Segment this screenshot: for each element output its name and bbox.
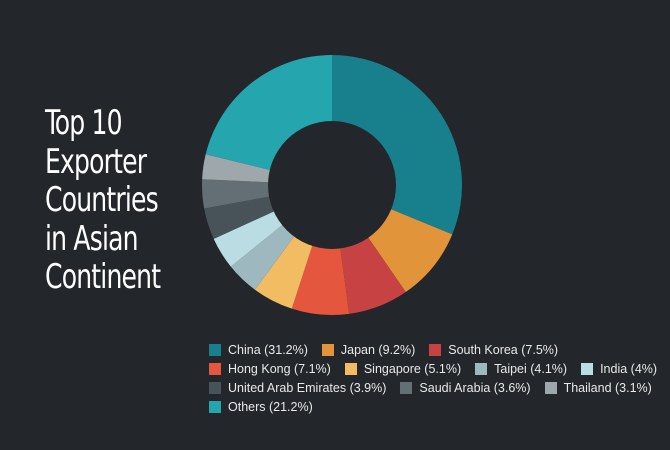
legend-row: Hong Kong (7.1%) Singapore (5.1%) Taipei (… — [209, 359, 669, 378]
legend-swatch — [429, 343, 442, 356]
chart-title: Top 10 Exporter Countries in Asian Conti… — [45, 103, 161, 297]
legend-label: United Arab Emirates (3.9%) — [228, 380, 387, 395]
legend-item-taipei[interactable]: Taipei (4.1%) — [475, 362, 567, 376]
donut-hole — [268, 121, 396, 249]
legend-label: Singapore (5.1%) — [363, 361, 462, 376]
legend-item-south-korea[interactable]: South Korea (7.5%) — [429, 343, 558, 357]
legend-label: Others (21.2%) — [228, 399, 313, 414]
legend-item-singapore[interactable]: Singapore (5.1%) — [344, 361, 462, 376]
legend-swatch — [475, 362, 488, 375]
chart-legend: China (31.2%) Japan (9.2%) South Korea (7.… — [209, 340, 669, 416]
legend-label: India (4%) — [600, 361, 658, 376]
legend-item-saudi-arabia[interactable]: Saudi Arabia (3.6%) — [400, 380, 531, 395]
legend-swatch — [209, 362, 221, 375]
legend-label: Japan (9.2%) — [340, 342, 416, 357]
legend-label: South Korea (7.5%) — [448, 342, 559, 357]
legend-swatch — [544, 381, 557, 394]
legend-row: United Arab Emirates (3.9%) Saudi Arabia … — [209, 378, 669, 397]
legend-label: Taipei (4.1%) — [494, 361, 568, 376]
legend-label: Hong Kong (7.1%) — [228, 361, 331, 376]
legend-item-india[interactable]: India (4%) — [581, 362, 657, 376]
legend-swatch — [209, 381, 221, 394]
legend-swatch — [209, 343, 221, 356]
legend-item-others[interactable]: Others (21.2%) — [209, 400, 313, 414]
legend-item-hong-kong[interactable]: Hong Kong (7.1%) — [209, 362, 331, 376]
legend-label: Thailand (3.1%) — [563, 380, 652, 395]
legend-item-thailand[interactable]: Thailand (3.1%) — [544, 380, 652, 395]
legend-row: Others (21.2%) — [209, 397, 669, 416]
legend-swatch — [321, 343, 334, 356]
legend-item-china[interactable]: China (31.2%) — [209, 343, 308, 357]
legend-row: China (31.2%) Japan (9.2%) South Korea (7.… — [209, 340, 669, 359]
legend-swatch — [209, 400, 221, 413]
legend-swatch — [400, 381, 413, 394]
legend-label: Saudi Arabia (3.6%) — [419, 380, 531, 395]
legend-item-united-arab-emirates[interactable]: United Arab Emirates (3.9%) — [209, 381, 386, 395]
legend-item-japan[interactable]: Japan (9.2%) — [321, 342, 416, 357]
legend-swatch — [581, 362, 594, 375]
legend-label: China (31.2%) — [228, 342, 308, 357]
legend-swatch — [344, 362, 357, 375]
